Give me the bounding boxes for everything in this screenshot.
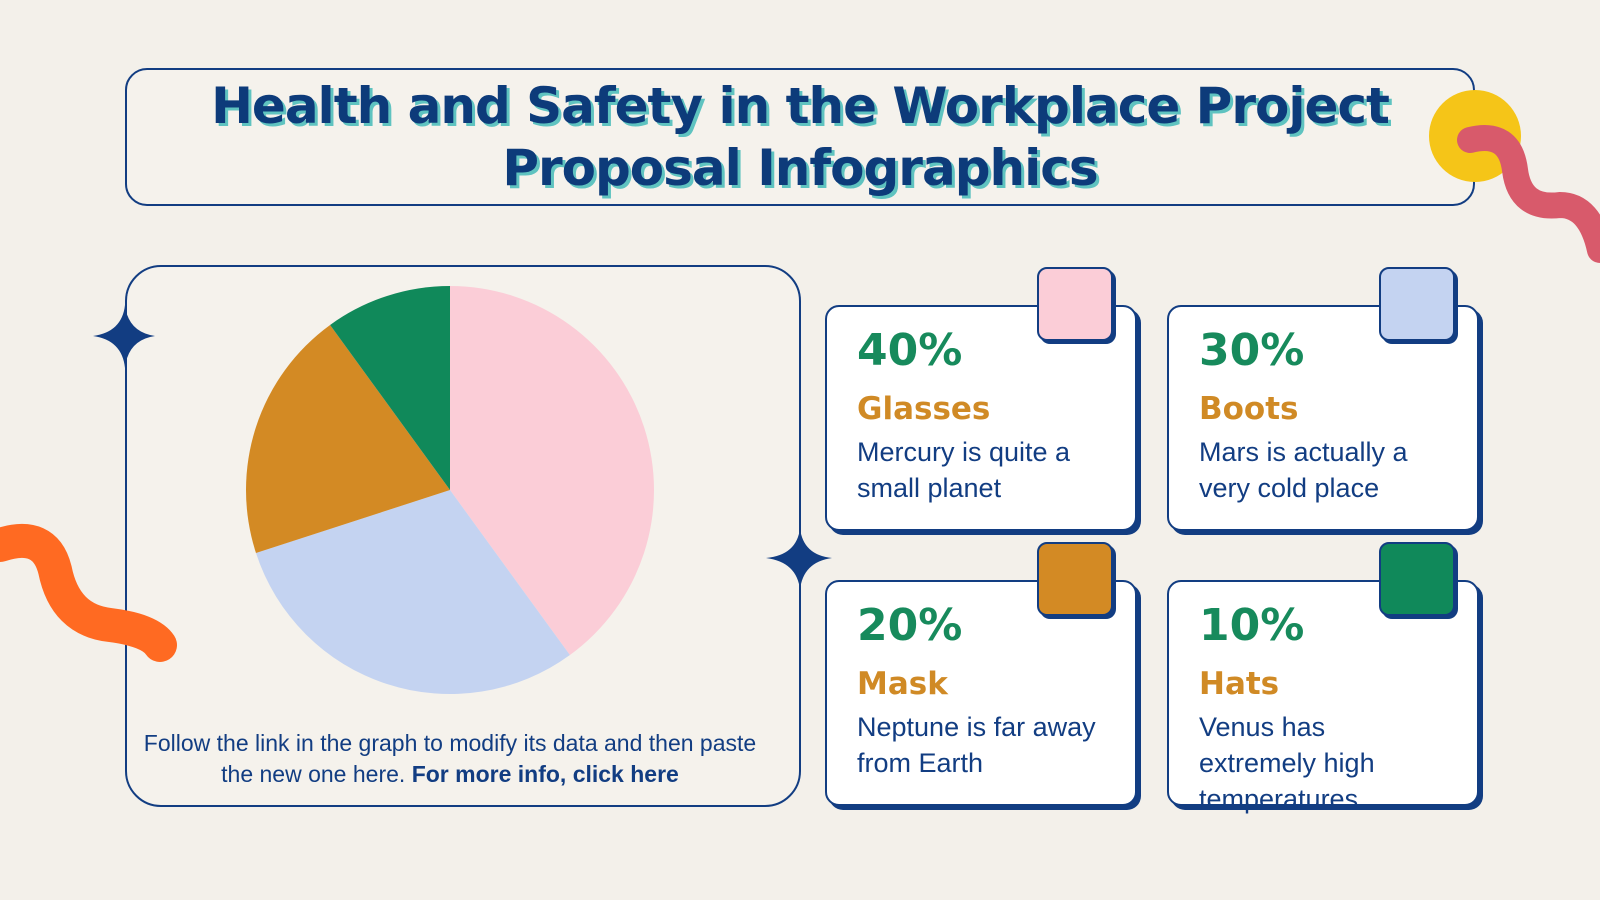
star xyxy=(93,305,155,368)
card-text: Mercury is quite a small planet xyxy=(857,437,1071,503)
footer-link[interactable]: For more info, click here xyxy=(411,761,679,787)
footer: Follow the link in the graph to modify i… xyxy=(140,728,760,790)
title-box: Health and Safety in the Workplace Proje… xyxy=(125,68,1475,206)
color-swatch xyxy=(1037,267,1113,341)
category-label: Boots xyxy=(1199,391,1299,427)
card-text: Mars is actually a very cold place xyxy=(1199,437,1408,503)
squiggle xyxy=(0,524,177,662)
card-text: Neptune is far away from Earth xyxy=(857,712,1096,778)
percent-label: 40% xyxy=(857,325,963,376)
card: 40% Glasses Mercury is quite a small plane… xyxy=(825,267,1137,531)
percent-label: 10% xyxy=(1199,600,1305,651)
squiggle xyxy=(1457,125,1600,263)
category-label: Mask xyxy=(857,666,948,702)
pie-slice xyxy=(245,324,450,554)
percent-label: 20% xyxy=(857,600,963,651)
percent-label: 30% xyxy=(1199,325,1305,376)
card: 20% Mask Neptune is far away from Earth xyxy=(825,542,1137,806)
pie xyxy=(245,286,655,695)
pie-slice xyxy=(255,490,570,695)
pie-slice xyxy=(330,286,450,490)
title: Health and Safety in the Workplace Proje… xyxy=(211,77,1390,197)
category-label: Glasses xyxy=(857,391,991,427)
footer-text: Follow the link in the graph to modify i… xyxy=(143,730,757,787)
card: 10% Hats Venus has extremely high temperat… xyxy=(1167,542,1479,814)
pie-slice xyxy=(450,286,655,656)
star xyxy=(766,528,832,590)
color-swatch xyxy=(1379,542,1455,616)
color-swatch xyxy=(1037,542,1113,616)
category-label: Hats xyxy=(1199,666,1280,702)
card-text: Venus has extremely high temperatures xyxy=(1199,712,1375,814)
color-swatch xyxy=(1379,267,1455,341)
card: 30% Boots Mars is actually a very cold pla… xyxy=(1167,267,1479,531)
